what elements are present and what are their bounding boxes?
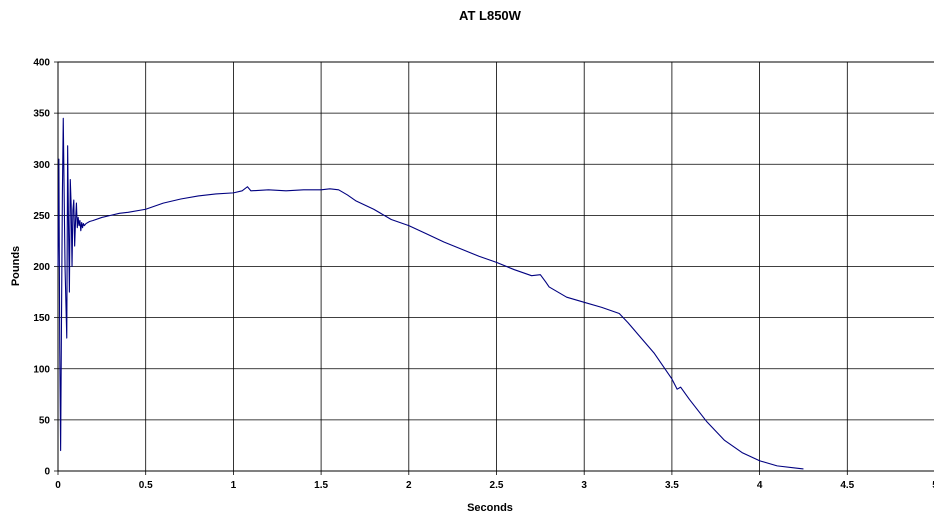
y-tick-label: 400 xyxy=(33,58,50,69)
x-tick-label: 5 xyxy=(932,480,934,491)
x-tick-label: 4.5 xyxy=(840,480,854,491)
x-tick-label: 4 xyxy=(757,480,763,491)
x-tick-label: 2.5 xyxy=(490,480,504,491)
y-tick-label: 250 xyxy=(33,211,50,222)
y-tick-label: 300 xyxy=(33,160,50,171)
y-tick-label: 50 xyxy=(39,415,51,426)
y-axis-label: Pounds xyxy=(10,246,22,286)
x-axis-ticks: 0 0.5 1 1.5 2 2.5 3 3.5 4 4.5 5 xyxy=(55,480,934,491)
series-line xyxy=(57,117,804,470)
gridlines xyxy=(54,61,934,475)
chart-title: AT L850W xyxy=(459,8,522,23)
x-tick-label: 1.5 xyxy=(314,480,328,491)
x-tick-label: 0.5 xyxy=(139,480,153,491)
x-axis-label: Seconds xyxy=(467,502,513,514)
y-tick-label: 0 xyxy=(44,467,50,478)
x-tick-label: 3 xyxy=(581,480,587,491)
y-tick-label: 100 xyxy=(33,364,50,375)
x-tick-label: 1 xyxy=(231,480,237,491)
x-tick-label: 3.5 xyxy=(665,480,679,491)
x-tick-label: 0 xyxy=(55,480,61,491)
y-tick-label: 150 xyxy=(33,313,50,324)
y-axis-ticks: 0 50 100 150 200 250 300 350 400 xyxy=(33,58,50,478)
y-tick-label: 350 xyxy=(33,109,50,120)
y-tick-label: 200 xyxy=(33,262,50,273)
x-tick-label: 2 xyxy=(406,480,412,491)
